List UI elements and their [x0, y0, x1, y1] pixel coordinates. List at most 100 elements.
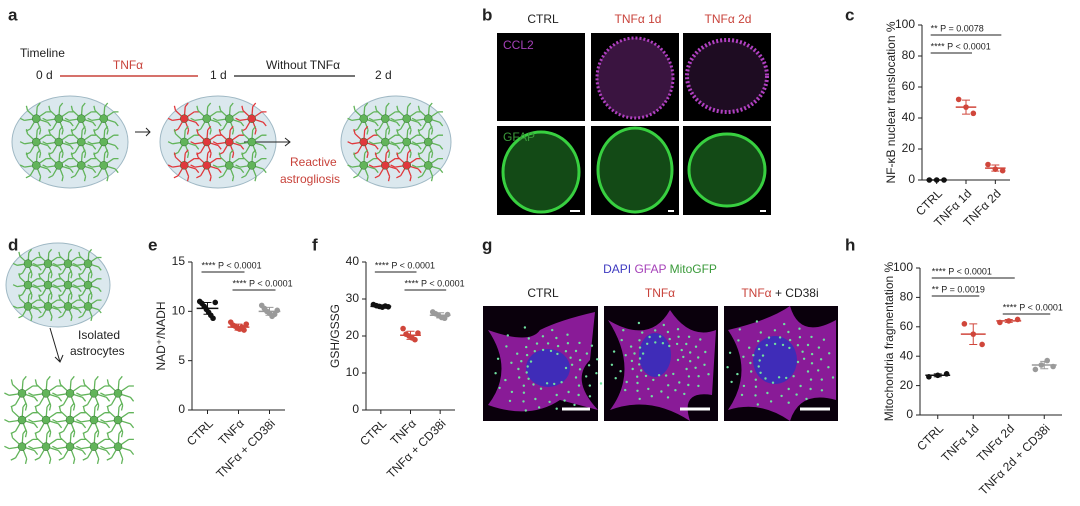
astrocyte-body [23, 302, 33, 311]
astrocyte-body [89, 442, 99, 451]
mito-dot [749, 361, 752, 365]
astrocyte-body [63, 280, 73, 290]
error-bar [376, 304, 385, 309]
y-tick-label: 15 [172, 254, 186, 268]
mito-dot [585, 375, 588, 378]
mito-dot [703, 363, 706, 366]
mito-dot [620, 338, 623, 342]
astrocyte-body [77, 161, 86, 170]
mito-dot [527, 337, 530, 340]
mito-dot [652, 378, 655, 382]
astrocyte-process [12, 248, 42, 279]
mito-dot [668, 344, 671, 348]
astrocyte-body [113, 415, 123, 425]
mito-dot [556, 344, 560, 348]
mito-dot [828, 352, 831, 355]
astrocyte-body [89, 389, 99, 398]
mitochondria [494, 320, 835, 412]
mito-dot [687, 375, 691, 378]
mito-dot [564, 350, 568, 353]
mito-dot [738, 328, 741, 331]
astrocyte-process [167, 102, 200, 135]
mito-dot [771, 381, 775, 384]
astrocyte-body [247, 161, 256, 170]
mito-dot [555, 393, 558, 397]
error-bar [406, 330, 415, 340]
mito-dot [672, 372, 675, 376]
arrow [135, 127, 151, 137]
astrocyte-body [359, 137, 368, 147]
astrocyte-process [64, 125, 97, 159]
nucleus [526, 349, 570, 387]
mito-dot [633, 352, 636, 355]
mito-dot [577, 393, 580, 397]
mito-dot [664, 374, 668, 377]
mito-dot [541, 335, 545, 338]
mito-dot [728, 351, 732, 354]
mito-dot [641, 331, 644, 334]
y-tick-label: 60 [902, 79, 916, 93]
mito-dot [505, 345, 508, 348]
error-bar [1040, 360, 1049, 370]
mito-dot [817, 346, 821, 349]
mito-dot [644, 374, 648, 378]
mito-dot [658, 335, 662, 338]
astrocyte-process [72, 291, 102, 322]
mito-dot [799, 384, 802, 388]
mito-dot [545, 382, 549, 385]
astrocyte-process [28, 375, 63, 411]
mito-dot [740, 393, 744, 397]
mito-dot [496, 357, 500, 360]
astrocyte-body [23, 280, 33, 290]
y-tick-label: 100 [895, 17, 915, 31]
mito-dot [522, 400, 525, 403]
mito-dot [574, 376, 578, 379]
y-tick-label: 80 [900, 290, 914, 304]
astrocyte-process [368, 149, 401, 182]
astrocyte-process [87, 125, 119, 159]
mito-dot [831, 376, 835, 379]
mito-dot [587, 364, 591, 367]
mito-dot [820, 378, 823, 381]
column-label: TNFα 2d [705, 12, 752, 26]
mito-dot [694, 345, 698, 348]
mito-dot [697, 384, 700, 388]
mito-dot [612, 350, 616, 353]
y-tick-label: 40 [346, 254, 360, 268]
significance-label: ** P = 0.0019 [932, 284, 985, 294]
mito-dot [809, 387, 812, 391]
mito-dot [810, 335, 813, 339]
mito-dot [707, 373, 710, 376]
astrocyte-body [225, 137, 234, 147]
mito-dot [566, 333, 569, 336]
mito-dot [631, 367, 634, 371]
washout-label: Without TNFα [266, 58, 340, 72]
astrocyte-body [65, 442, 75, 451]
mito-dot [577, 384, 581, 387]
nucleus [753, 336, 797, 384]
astrocyte-body [180, 161, 189, 170]
y-tick-label: 5 [178, 353, 185, 367]
mito-dot [567, 390, 570, 394]
astrocyte-body [43, 280, 53, 290]
astrocyte-process [347, 102, 379, 135]
astrocyte-body [63, 302, 73, 311]
data-point [400, 325, 406, 332]
mito-dot [668, 337, 671, 341]
column-label: CTRL [527, 12, 559, 26]
mito-dot [767, 336, 771, 339]
mito-dot [560, 381, 563, 384]
mito-dot [585, 352, 589, 355]
astrocyte-process [235, 125, 267, 159]
mito-dot [650, 395, 653, 398]
astrocyte-body [202, 137, 211, 147]
mito-dot [525, 353, 529, 357]
spheroid-stain [687, 132, 767, 208]
astrocyte-process [167, 125, 200, 159]
y-tick-label: 80 [902, 48, 916, 62]
stain-label: GFAP [503, 130, 535, 144]
data-point [210, 315, 216, 322]
mito-dot [638, 339, 641, 342]
astrocyte-process [52, 248, 82, 279]
